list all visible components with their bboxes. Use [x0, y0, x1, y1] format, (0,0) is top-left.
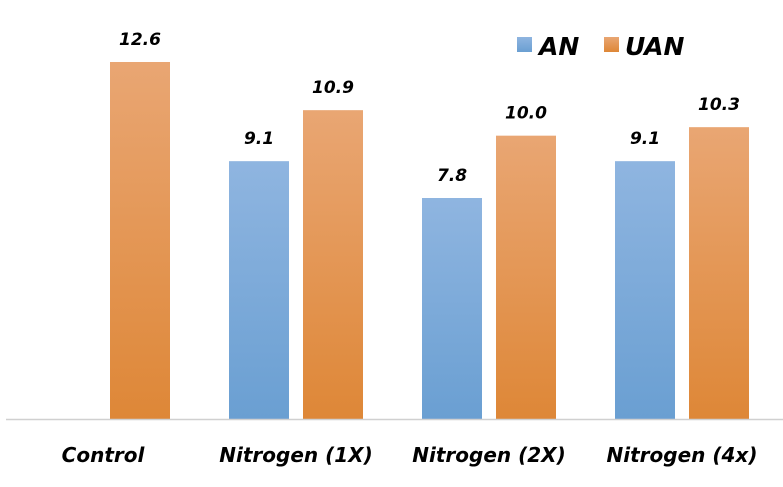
- legend-swatch-an: [517, 37, 532, 52]
- value-label: 9.1: [244, 129, 274, 149]
- legend: AN UAN: [517, 32, 685, 61]
- bar-uan-3: [689, 127, 749, 420]
- value-label: 10.9: [312, 78, 354, 98]
- legend-label: UAN: [625, 32, 685, 61]
- bar-an-3: [615, 161, 675, 419]
- value-label: 12.6: [119, 30, 161, 50]
- x-tick-label: Nitrogen (4x): [607, 443, 758, 467]
- bar-uan-2: [496, 135, 556, 419]
- value-label: 10.3: [698, 95, 740, 115]
- value-label: 9.1: [630, 129, 660, 149]
- bar-an-2: [422, 198, 482, 419]
- value-label: 10.0: [505, 104, 547, 124]
- x-tick-label: Control: [62, 443, 146, 467]
- x-tick-label: Nitrogen (1X): [219, 443, 372, 467]
- bar-uan-1: [303, 110, 363, 420]
- bar-an-1: [229, 161, 289, 419]
- x-tick-label: Nitrogen (2X): [412, 443, 565, 467]
- bar-uan-0: [110, 62, 170, 419]
- legend-label: AN: [537, 32, 579, 61]
- legend-swatch-uan: [604, 37, 619, 52]
- value-label: 7.8: [437, 166, 467, 186]
